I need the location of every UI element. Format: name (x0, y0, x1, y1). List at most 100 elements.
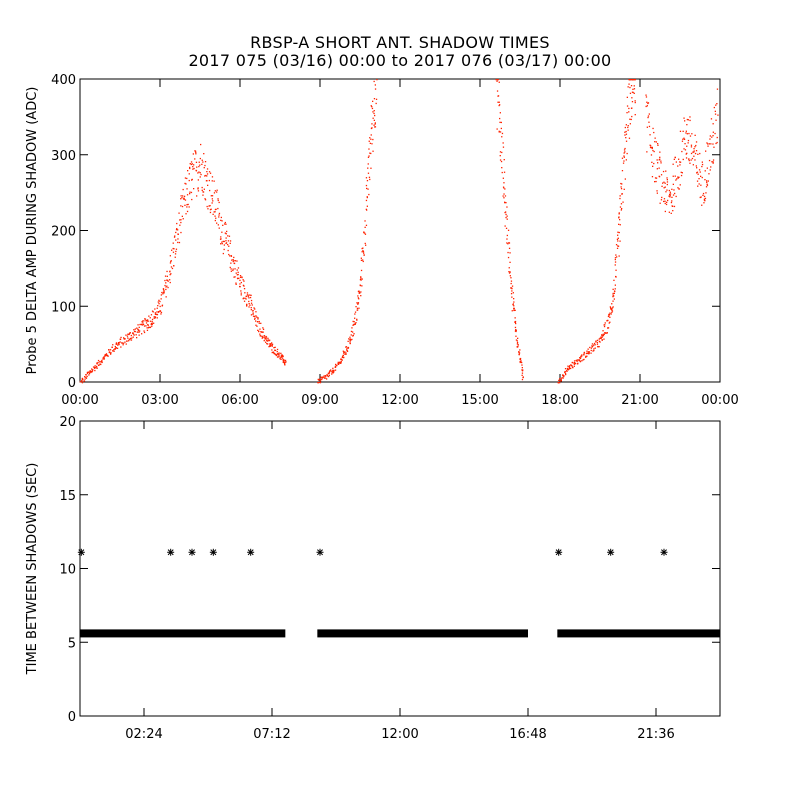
data-point (317, 382, 319, 384)
data-point (132, 332, 134, 334)
data-point (206, 175, 208, 177)
data-point (586, 352, 588, 354)
data-point (669, 193, 671, 195)
data-point (651, 176, 654, 178)
x-tick-label: 03:00 (141, 393, 178, 408)
data-point (282, 360, 284, 362)
x-tick-label: 00:00 (61, 393, 98, 408)
data-point (614, 264, 616, 266)
data-point (598, 338, 600, 340)
data-point (86, 372, 89, 375)
data-point (162, 288, 165, 290)
data-point (340, 358, 342, 360)
data-point (356, 318, 358, 320)
data-point (328, 374, 330, 377)
data-point (197, 172, 199, 174)
data-point (211, 198, 213, 200)
data-point (218, 212, 221, 215)
data-point (657, 162, 659, 164)
data-point (94, 369, 96, 372)
data-point (362, 250, 364, 252)
data-point (136, 331, 138, 333)
data-point (693, 155, 695, 157)
time-between-shadows-panel: 0 5 10 15 20 02:24 07:12 12:00 16:48 21:36 TIME BE… (25, 415, 721, 742)
data-point (180, 219, 182, 221)
data-point (138, 331, 140, 333)
data-point (248, 300, 250, 303)
data-point (167, 280, 169, 282)
data-point (163, 290, 165, 292)
data-point (278, 356, 280, 358)
data-point (645, 105, 647, 108)
data-point (220, 243, 222, 245)
data-point (199, 172, 201, 174)
data-point (154, 312, 156, 314)
data-point (646, 105, 648, 107)
data-point (86, 371, 89, 374)
data-point (701, 161, 703, 163)
data-point (186, 194, 189, 196)
data-point (235, 282, 237, 284)
data-point (600, 337, 602, 340)
data-point (512, 292, 514, 294)
data-point (508, 271, 510, 273)
data-point (511, 310, 513, 312)
data-point (688, 158, 690, 160)
data-point (142, 320, 144, 322)
data-point (164, 275, 167, 277)
data-point (606, 320, 608, 322)
data-point (714, 110, 716, 112)
data-point (706, 183, 708, 185)
data-point (374, 84, 376, 86)
data-point (261, 335, 263, 337)
data-point (271, 351, 273, 354)
data-point (234, 260, 237, 262)
data-point (370, 105, 372, 107)
data-point (367, 172, 370, 174)
data-point (198, 165, 200, 168)
data-point (712, 162, 714, 164)
data-point (246, 292, 249, 294)
data-point (671, 200, 673, 202)
data-point (262, 336, 264, 339)
data-point (693, 148, 695, 150)
data-point (239, 286, 241, 288)
data-point (149, 317, 151, 319)
data-point (610, 307, 612, 309)
data-point (137, 330, 140, 332)
data-point (349, 336, 351, 338)
data-point (230, 270, 232, 272)
data-point (521, 370, 524, 372)
data-point (647, 116, 649, 119)
data-point (141, 321, 143, 323)
data-point (575, 359, 577, 362)
data-point (233, 260, 235, 262)
data-point (713, 106, 715, 109)
data-point (653, 162, 655, 165)
data-point (667, 199, 669, 202)
data-point (673, 205, 676, 208)
data-point (573, 363, 575, 365)
data-point (172, 247, 174, 250)
data-point (100, 363, 102, 366)
data-point (274, 349, 276, 351)
data-point (618, 217, 620, 219)
data-point (191, 163, 193, 165)
data-point (689, 116, 691, 118)
data-point (112, 344, 114, 346)
data-point (116, 343, 118, 345)
data-point (360, 277, 362, 279)
data-point (180, 221, 182, 224)
data-point (347, 347, 349, 349)
data-point (648, 113, 650, 115)
data-point (632, 79, 634, 81)
data-point (712, 131, 714, 133)
data-point (317, 378, 319, 381)
data-point (88, 371, 90, 373)
data-point (223, 244, 225, 246)
data-point (569, 365, 571, 367)
data-point (608, 313, 611, 316)
data-point (627, 86, 629, 88)
data-point (267, 339, 269, 341)
data-point (192, 166, 194, 168)
